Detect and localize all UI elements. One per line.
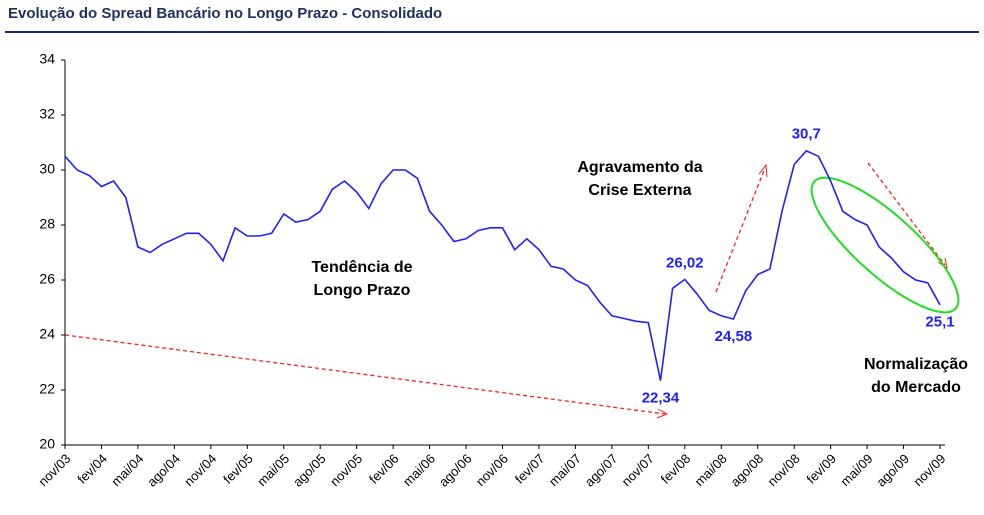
x-tick-label: ago/04: [144, 451, 183, 490]
x-tick-label: nov/05: [327, 451, 365, 489]
chart-title: Evolução do Spread Bancário no Longo Pra…: [8, 5, 442, 22]
x-tick-label: nov/06: [473, 451, 511, 489]
y-tick-label: 26: [39, 271, 55, 287]
y-tick-label: 22: [39, 381, 55, 397]
value-label: 24,58: [715, 328, 753, 345]
highlight-ellipse: [810, 176, 960, 314]
y-tick-label: 30: [39, 161, 55, 177]
x-tick-label: nov/03: [35, 451, 73, 489]
x-tick-label: fev/07: [512, 451, 548, 487]
x-tick-label: fev/04: [74, 451, 110, 487]
annotation: Crise Externa: [588, 182, 691, 199]
x-tick-label: fev/08: [658, 451, 694, 487]
annotation: Longo Prazo: [314, 282, 411, 299]
x-tick-label: mai/08: [692, 451, 730, 489]
value-label: 22,34: [642, 390, 680, 407]
value-label: 26,02: [666, 254, 704, 271]
y-tick-label: 20: [39, 436, 55, 452]
x-tick-label: ago/09: [873, 451, 912, 490]
x-tick-label: nov/08: [765, 451, 803, 489]
x-tick-label: ago/06: [436, 451, 475, 490]
annotation: Tendência de: [311, 259, 412, 276]
annotation: Normalização: [864, 356, 968, 373]
value-label: 25,1: [925, 314, 954, 331]
x-tick-label: mai/04: [108, 451, 146, 489]
x-tick-label: mai/05: [254, 451, 292, 489]
y-tick-label: 28: [39, 216, 55, 232]
crisis-arrow: [715, 167, 766, 293]
x-tick-label: fev/09: [804, 451, 840, 487]
x-tick-label: ago/08: [728, 451, 767, 490]
x-tick-label: nov/04: [181, 451, 219, 489]
trend-arrow: [64, 334, 666, 415]
y-tick-label: 34: [39, 51, 55, 67]
y-tick-label: 24: [39, 326, 55, 342]
x-tick-label: mai/07: [546, 451, 584, 489]
x-tick-label: mai/09: [837, 451, 875, 489]
x-tick-label: ago/05: [290, 451, 329, 490]
data-line: [64, 149, 941, 381]
x-tick-label: mai/06: [400, 451, 438, 489]
arrow-head: [656, 408, 669, 419]
y-tick-label: 32: [39, 106, 55, 122]
x-tick-label: nov/09: [910, 451, 948, 489]
arrow-head: [758, 163, 768, 178]
normal-arrow: [867, 162, 946, 266]
x-tick-label: nov/07: [619, 451, 657, 489]
value-label: 30,7: [792, 126, 821, 143]
x-tick-label: fev/05: [220, 451, 256, 487]
x-tick-label: fev/06: [366, 451, 402, 487]
annotation: do Mercado: [871, 379, 961, 396]
x-tick-label: ago/07: [582, 451, 621, 490]
annotation: Agravamento da: [577, 159, 702, 176]
arrow-head: [937, 257, 948, 270]
